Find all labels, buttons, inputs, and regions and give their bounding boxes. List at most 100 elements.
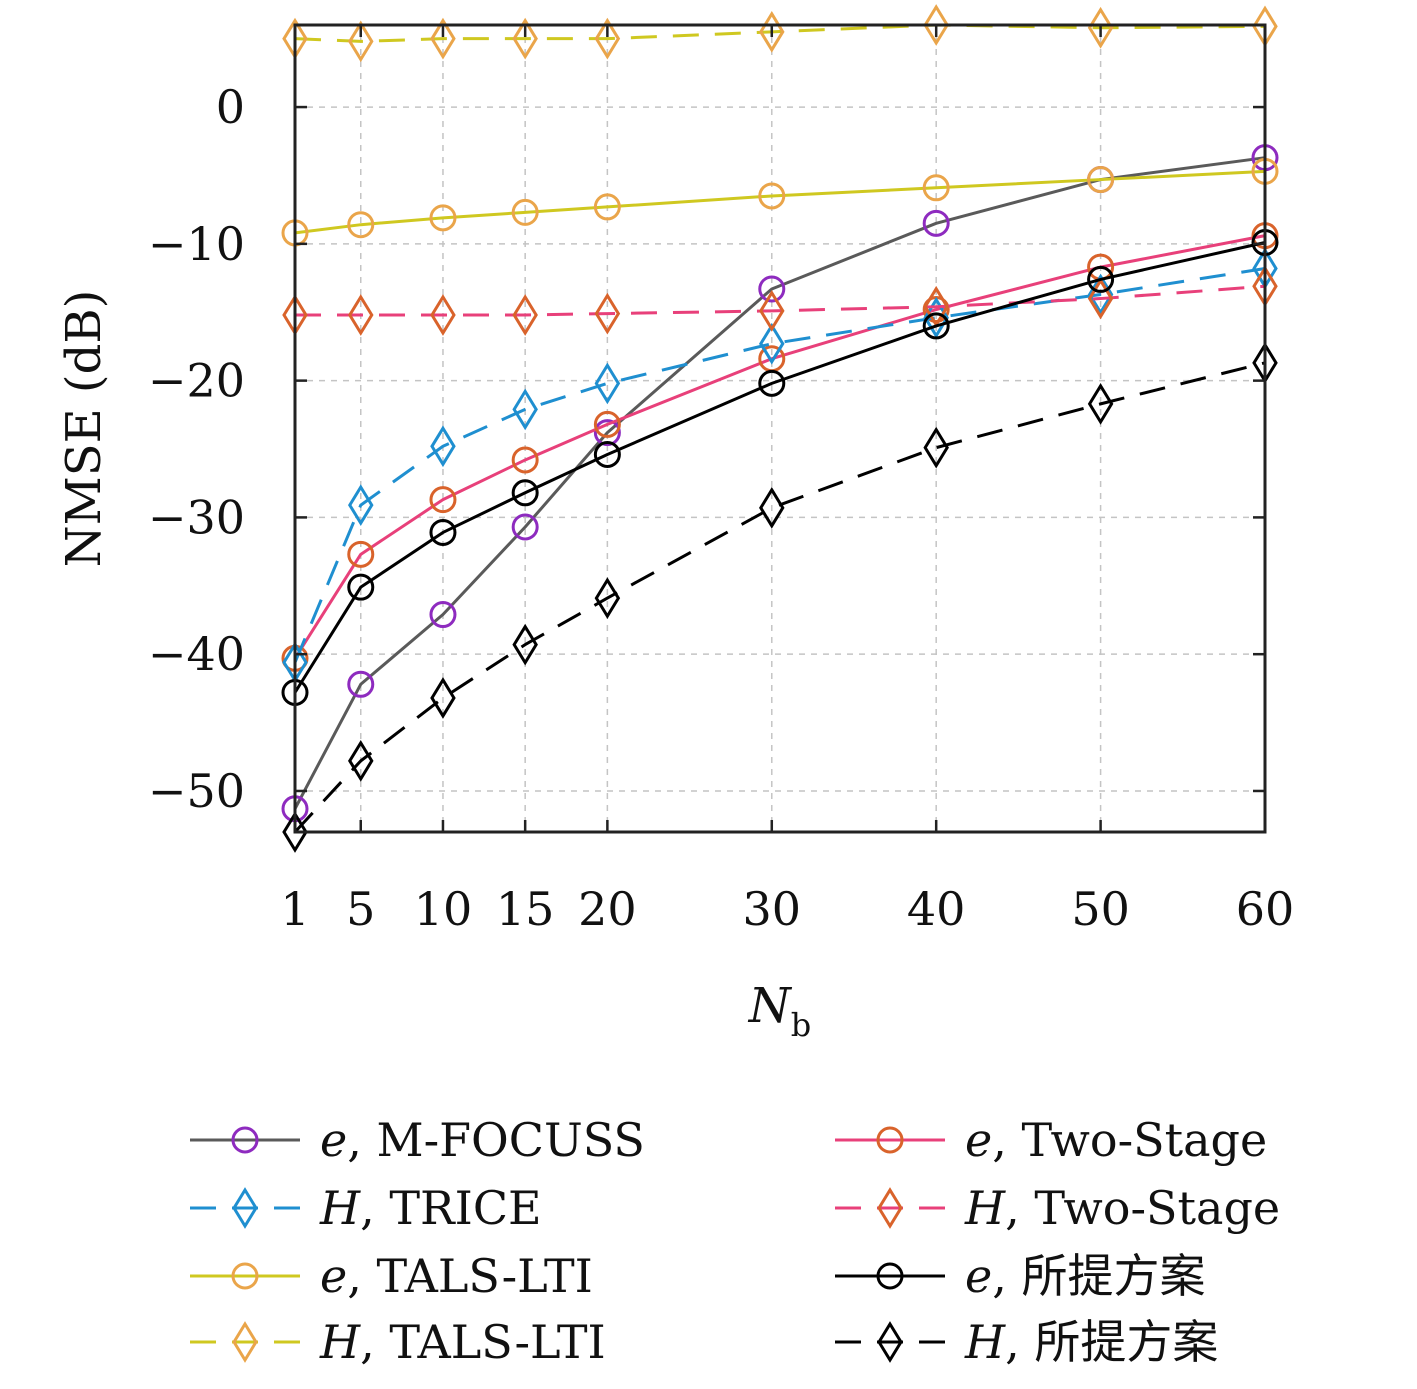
- data-point: [348, 739, 374, 782]
- legend-label-variable: e: [965, 1249, 992, 1303]
- data-point: [594, 577, 621, 619]
- series-6: [282, 4, 1278, 63]
- data-point: [430, 425, 456, 468]
- data-point: [1087, 166, 1115, 194]
- data-point: [923, 4, 949, 46]
- series-7: [282, 341, 1278, 853]
- y-tick-label: −40: [148, 627, 245, 681]
- x-tick-label: 5: [346, 882, 375, 936]
- x-tick-label: 50: [1071, 882, 1130, 936]
- legend-marker: [231, 1126, 259, 1154]
- data-point: [758, 369, 786, 397]
- x-tick-label: 1: [280, 882, 309, 936]
- legend-label-variable: H: [964, 1315, 1006, 1369]
- data-point: [512, 388, 538, 431]
- data-point: [347, 540, 375, 568]
- x-tick-label: 60: [1236, 882, 1295, 936]
- data-point: [1087, 6, 1114, 49]
- series-line: [293, 361, 1266, 834]
- data-point: [1087, 277, 1114, 320]
- legend-marker: [876, 1262, 904, 1290]
- legend-label-method: , 所提方案: [1005, 1315, 1218, 1369]
- series-line: [294, 23, 1266, 43]
- x-axis-label-subscript: b: [791, 1006, 811, 1044]
- data-point: [922, 312, 950, 340]
- x-axis-label: Nb: [748, 978, 811, 1044]
- data-point: [594, 292, 621, 335]
- series-line: [294, 169, 1266, 235]
- plot-frame: [293, 23, 1267, 834]
- legend-label-variable: e: [320, 1113, 347, 1167]
- y-tick-label: −20: [148, 354, 245, 408]
- legend-label-method: , TALS-LTI: [347, 1249, 593, 1303]
- legend-label-method: , TALS-LTI: [360, 1315, 606, 1369]
- data-point: [430, 17, 456, 60]
- legend-entry: H, TRICE: [190, 1181, 542, 1235]
- data-point: [429, 204, 457, 232]
- y-tick-label: −50: [148, 764, 245, 818]
- legend-label-variable: H: [319, 1181, 361, 1235]
- x-tick-label: 20: [578, 882, 637, 936]
- data-point: [512, 294, 538, 336]
- tick-labels: 1 5 10 15 20 30 40 50 60 −50 −40 −30 −20 −10 0: [148, 80, 1294, 936]
- data-point: [758, 182, 786, 210]
- series-3: [282, 265, 1278, 336]
- y-tick-label: 0: [216, 80, 245, 134]
- data-point: [348, 484, 374, 526]
- legend-label: e, Two-Stage: [965, 1113, 1267, 1167]
- legend-marker: [876, 1126, 904, 1154]
- series-line: [293, 234, 1266, 660]
- legend-entry: e, M-FOCUSS: [190, 1113, 645, 1167]
- data-point: [511, 198, 539, 226]
- legend-label-variable: e: [320, 1249, 347, 1303]
- x-axis-label-main: N: [748, 978, 793, 1034]
- x-tick-label: 10: [414, 882, 473, 936]
- data-point: [594, 362, 621, 405]
- legend-entry: H, Two-Stage: [835, 1181, 1280, 1235]
- legend-label: H, TALS-LTI: [319, 1315, 606, 1369]
- data-point: [593, 440, 621, 468]
- legend-entry: H, 所提方案: [835, 1315, 1218, 1369]
- data-point: [922, 209, 950, 237]
- series-lines: [281, 4, 1279, 853]
- legend-label: H, TRICE: [319, 1181, 542, 1235]
- legend-label-method: , Two-Stage: [992, 1113, 1267, 1167]
- legend-label-variable: e: [965, 1113, 992, 1167]
- data-point: [282, 811, 308, 853]
- legend-label: H, 所提方案: [964, 1315, 1218, 1369]
- data-point: [759, 289, 785, 332]
- y-tick-label: −30: [148, 490, 245, 544]
- legend-label-method: , 所提方案: [992, 1249, 1205, 1303]
- legend-entry: e, 所提方案: [835, 1249, 1205, 1303]
- data-point: [1087, 265, 1115, 293]
- legend-entry: e, Two-Stage: [835, 1113, 1267, 1167]
- legend-label-method: , M-FOCUSS: [347, 1113, 645, 1167]
- data-point: [512, 17, 538, 60]
- series-0: [281, 144, 1279, 823]
- tick-marks: [293, 25, 1267, 832]
- legend-label: e, M-FOCUSS: [320, 1113, 645, 1167]
- legend-label-variable: H: [319, 1315, 361, 1369]
- series-line: [293, 156, 1266, 810]
- grid: [295, 25, 1265, 832]
- data-point: [593, 410, 621, 438]
- series-line: [293, 266, 1266, 663]
- data-point: [511, 479, 539, 507]
- data-point: [348, 20, 374, 63]
- data-point: [511, 513, 539, 541]
- data-point: [594, 17, 621, 60]
- data-point: [347, 211, 375, 239]
- series-line: [295, 284, 1266, 317]
- data-point: [759, 322, 785, 365]
- data-point: [593, 419, 621, 447]
- legend-label: e, 所提方案: [965, 1249, 1205, 1303]
- data-point: [758, 275, 786, 303]
- data-point: [429, 518, 457, 546]
- data-point: [429, 486, 457, 514]
- y-axis-label: NMSE (dB): [56, 290, 112, 568]
- series-5: [281, 228, 1279, 706]
- legend-label: H, Two-Stage: [964, 1181, 1280, 1235]
- legend-marker: [232, 1187, 258, 1229]
